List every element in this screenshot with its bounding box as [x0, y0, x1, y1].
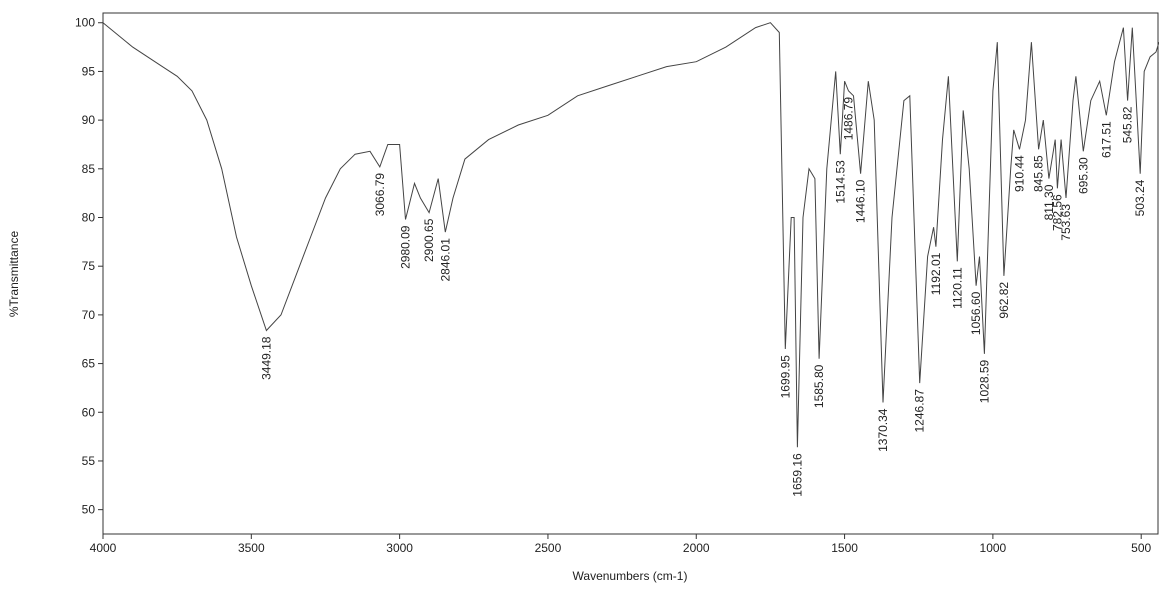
plot-frame — [102, 12, 1159, 535]
peak-label: 545.82 — [1121, 106, 1135, 143]
peak-label: 1246.87 — [913, 389, 927, 433]
peak-label: 3449.18 — [259, 336, 273, 380]
peak-label: 1585.80 — [812, 364, 826, 408]
x-tick-label: 1000 — [980, 541, 1007, 555]
y-tick-label: 65 — [82, 357, 96, 371]
y-axis-label: %Transmittance — [7, 231, 21, 318]
peak-label: 1120.11 — [950, 267, 964, 309]
peak-label: 1659.16 — [790, 453, 804, 497]
y-tick-label: 75 — [82, 259, 96, 273]
peak-label: 753.63 — [1059, 204, 1073, 241]
peak-label: 503.24 — [1133, 179, 1147, 216]
peak-label: 1028.59 — [977, 359, 991, 403]
x-tick-label: 3000 — [386, 541, 413, 555]
peak-label: 782.56 — [1050, 194, 1064, 231]
peak-label: 695.30 — [1076, 157, 1090, 194]
y-tick-label: 80 — [82, 211, 96, 225]
y-tick-label: 85 — [82, 162, 96, 176]
peak-label: 910.44 — [1013, 155, 1027, 192]
x-tick-label: 2500 — [535, 541, 562, 555]
peak-label: 811.30 — [1042, 184, 1056, 220]
x-tick-label: 2000 — [683, 541, 710, 555]
y-tick-label: 50 — [82, 503, 96, 517]
peak-label: 2900.65 — [422, 218, 436, 262]
y-tick-label: 70 — [82, 308, 96, 322]
peak-label: 617.51 — [1099, 121, 1113, 158]
x-tick-label: 500 — [1131, 541, 1151, 555]
peak-label: 1699.95 — [778, 355, 792, 399]
peak-label: 1192.01 — [929, 252, 943, 295]
y-tick-label: 100 — [75, 16, 95, 30]
x-axis-label: Wavenumbers (cm-1) — [573, 569, 688, 583]
x-tick-label: 3500 — [238, 541, 265, 555]
y-tick-label: 90 — [82, 113, 96, 127]
peak-label: 1446.10 — [854, 179, 868, 223]
y-tick-label: 60 — [82, 405, 96, 419]
peak-label: 3066.79 — [373, 173, 387, 217]
x-tick-label: 1500 — [831, 541, 858, 555]
peak-label: 2980.09 — [399, 225, 413, 269]
peak-label: 2846.01 — [438, 238, 452, 282]
peak-label: 1056.60 — [969, 291, 983, 335]
peak-label: 962.82 — [997, 282, 1011, 319]
peak-label: 845.85 — [1032, 155, 1046, 192]
peak-label: 1486.79 — [842, 97, 856, 141]
x-tick-label: 4000 — [90, 541, 117, 555]
peak-label: 1370.34 — [876, 408, 890, 452]
peak-label: 1514.53 — [833, 160, 847, 204]
y-tick-label: 95 — [82, 64, 96, 78]
spectrum-line — [102, 22, 1159, 448]
y-tick-label: 55 — [82, 454, 96, 468]
